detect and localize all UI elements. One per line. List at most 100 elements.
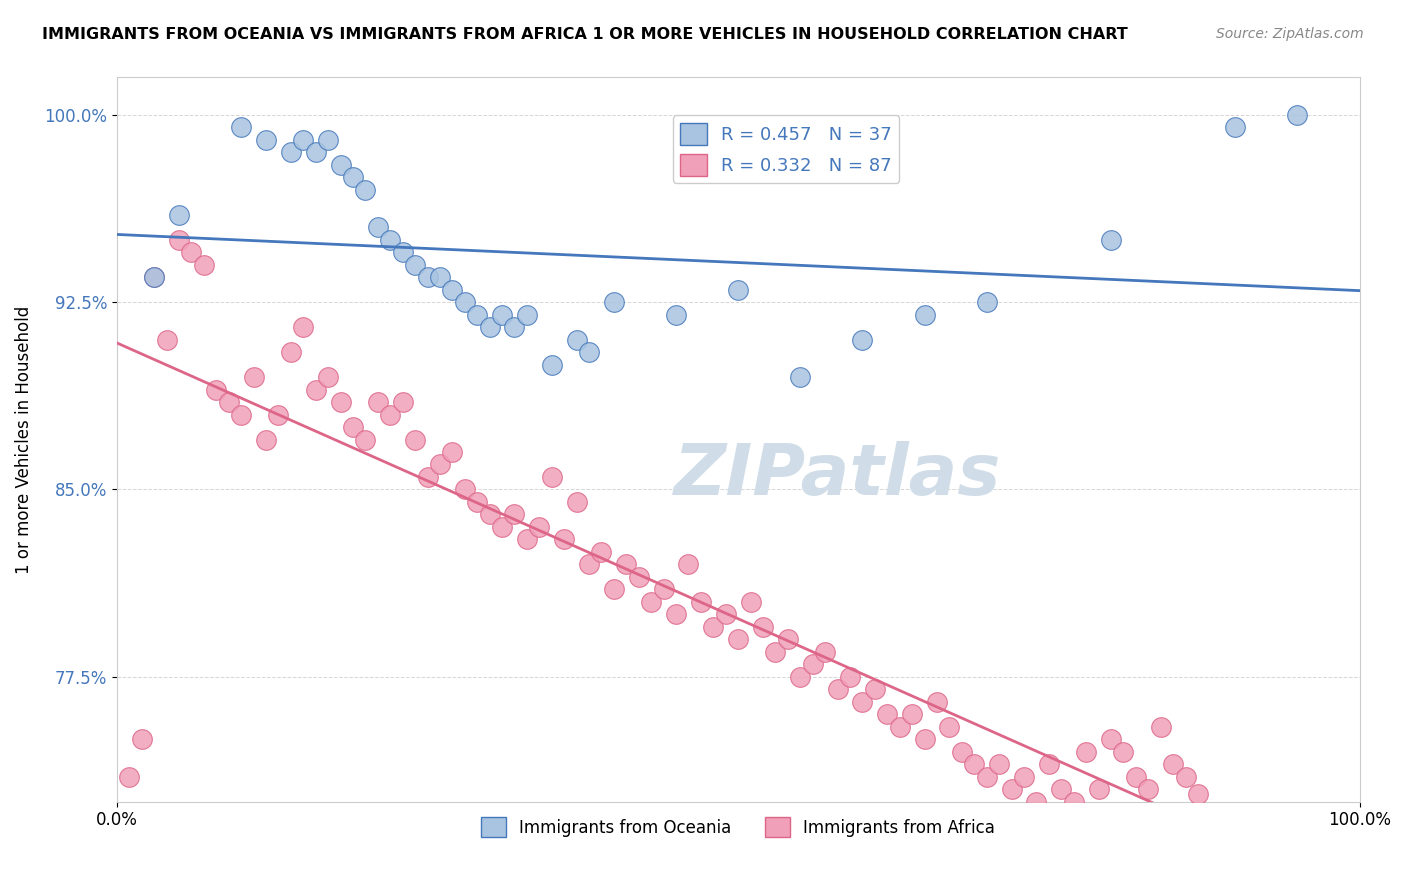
Point [503,320,526,334]
Point [354,183,377,197]
Point [329,158,352,172]
Point [342,170,364,185]
Point [789,370,811,384]
Point [702,620,724,634]
Point [416,270,439,285]
Point [678,558,700,572]
Point [789,670,811,684]
Point [727,632,749,647]
Point [292,320,315,334]
Point [765,645,787,659]
Point [776,632,799,647]
Point [441,445,464,459]
Point [380,233,402,247]
Point [305,145,328,160]
Text: Source: ZipAtlas.com: Source: ZipAtlas.com [1216,27,1364,41]
Point [143,270,166,285]
Point [627,570,650,584]
Point [1000,782,1022,797]
Point [876,707,898,722]
Point [516,533,538,547]
Point [1038,757,1060,772]
Point [603,582,626,597]
Point [254,133,277,147]
Point [565,333,588,347]
Point [1099,732,1122,747]
Point [454,295,477,310]
Point [491,308,513,322]
Point [1286,108,1309,122]
Point [640,595,662,609]
Point [305,383,328,397]
Point [827,682,849,697]
Point [242,370,264,384]
Point [354,433,377,447]
Point [429,270,451,285]
Point [1099,233,1122,247]
Point [229,120,252,135]
Point [752,620,775,634]
Legend: Immigrants from Oceania, Immigrants from Africa: Immigrants from Oceania, Immigrants from… [474,810,1002,844]
Point [280,145,302,160]
Point [814,645,837,659]
Point [1187,787,1209,801]
Point [963,757,986,772]
Point [416,470,439,484]
Point [465,308,488,322]
Point [280,345,302,359]
Point [1050,782,1073,797]
Point [553,533,575,547]
Point [665,607,688,622]
Point [565,495,588,509]
Point [380,408,402,422]
Point [491,520,513,534]
Point [292,133,315,147]
Point [478,320,501,334]
Point [1150,720,1173,734]
Point [901,707,924,722]
Point [976,770,998,784]
Point [316,133,339,147]
Point [925,695,948,709]
Point [851,695,873,709]
Point [950,745,973,759]
Text: ZIPatlas: ZIPatlas [673,442,1001,510]
Point [578,558,600,572]
Point [155,333,177,347]
Point [603,295,626,310]
Point [1174,770,1197,784]
Text: IMMIGRANTS FROM OCEANIA VS IMMIGRANTS FROM AFRICA 1 OR MORE VEHICLES IN HOUSEHOL: IMMIGRANTS FROM OCEANIA VS IMMIGRANTS FR… [42,27,1128,42]
Point [180,245,202,260]
Point [218,395,240,409]
Point [143,270,166,285]
Point [976,295,998,310]
Point [839,670,862,684]
Point [391,395,413,409]
Point [529,520,551,534]
Point [131,732,153,747]
Point [914,732,936,747]
Point [863,682,886,697]
Point [465,495,488,509]
Point [205,383,228,397]
Point [391,245,413,260]
Point [1063,795,1085,809]
Point [367,395,389,409]
Point [429,458,451,472]
Point [1137,782,1160,797]
Y-axis label: 1 or more Vehicles in Household: 1 or more Vehicles in Household [15,305,32,574]
Point [454,483,477,497]
Point [727,283,749,297]
Point [1161,757,1184,772]
Point [1125,770,1147,784]
Point [801,657,824,672]
Point [1225,120,1247,135]
Point [441,283,464,297]
Point [404,433,426,447]
Point [1074,745,1097,759]
Point [851,333,873,347]
Point [167,208,190,222]
Point [614,558,637,572]
Point [740,595,762,609]
Point [316,370,339,384]
